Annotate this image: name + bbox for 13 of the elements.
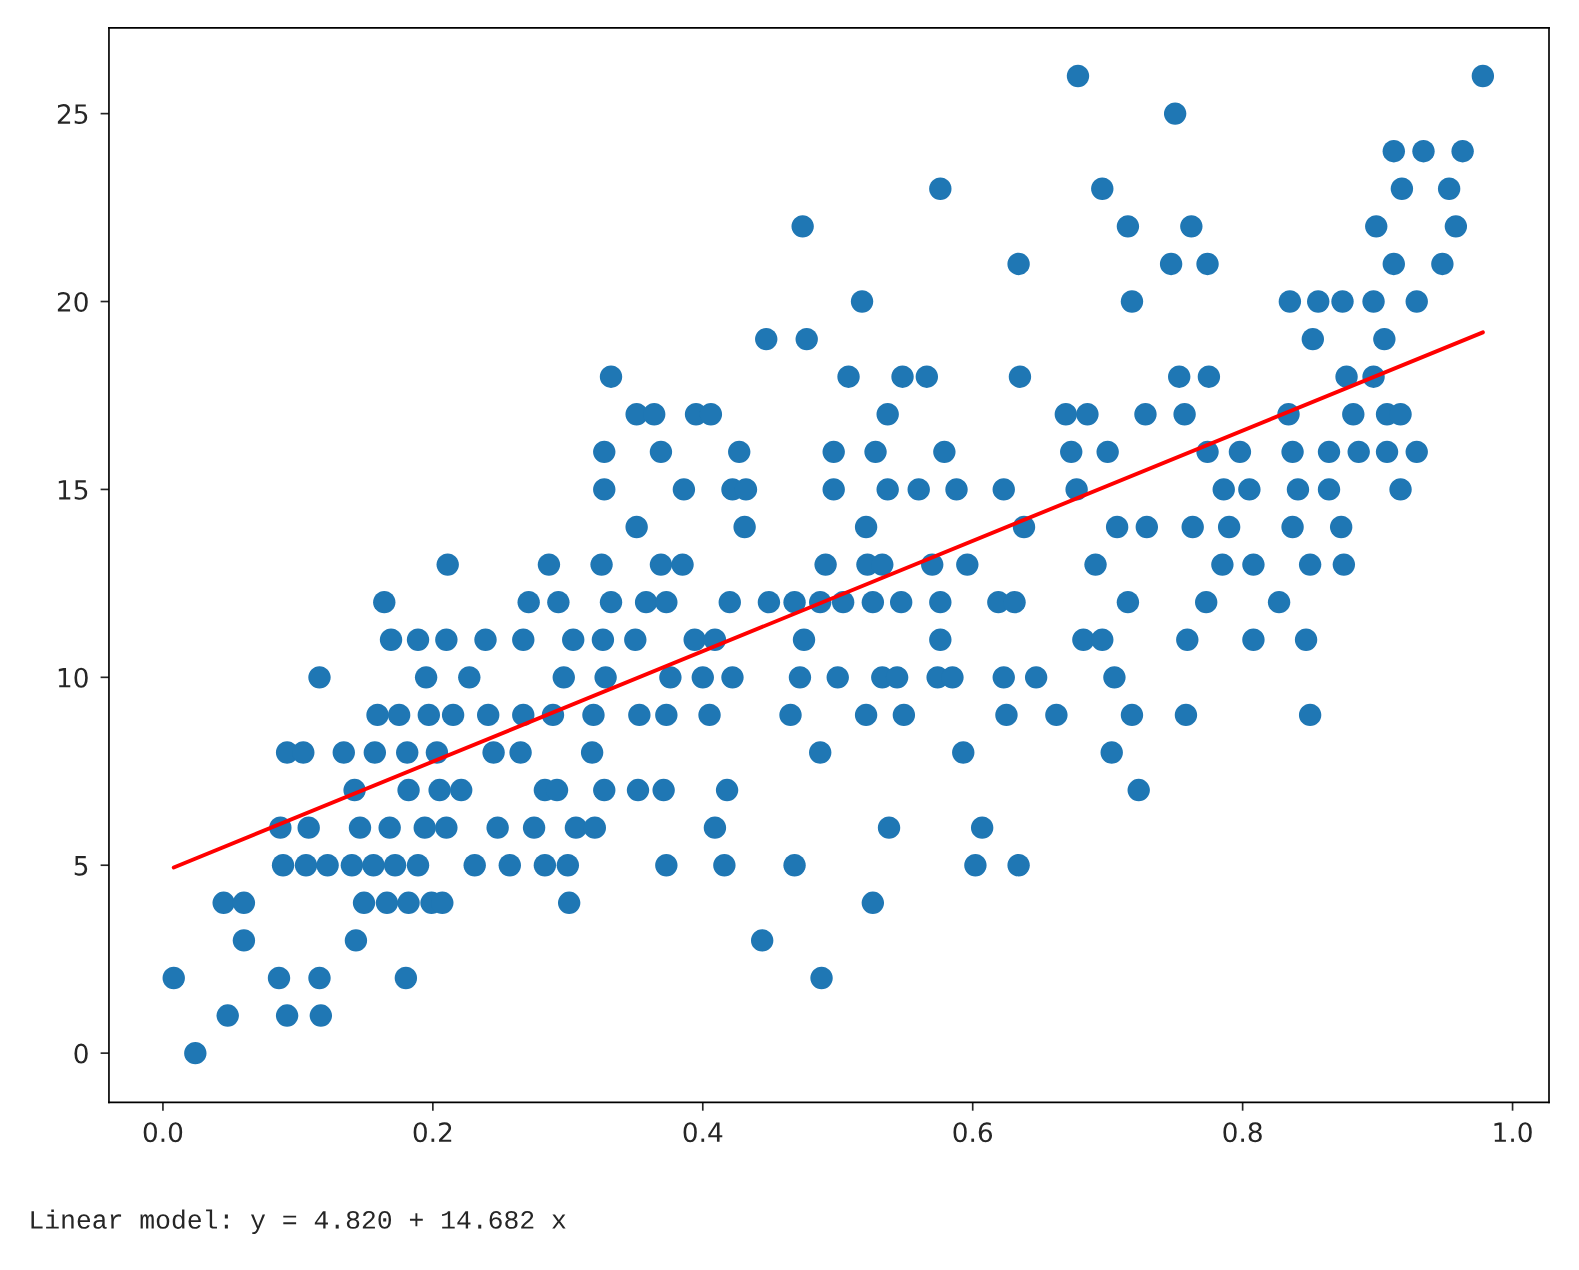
y-tick-label: 0 xyxy=(74,1043,88,1064)
x-tick-label: 0.4 xyxy=(683,1122,723,1143)
y-tick-label: 10 xyxy=(58,667,88,688)
y-tick-label: 15 xyxy=(58,480,88,500)
y-tick-label: 25 xyxy=(57,104,88,125)
x-tick-label: 0.2 xyxy=(413,1122,452,1143)
y-tick-label: 20 xyxy=(57,291,88,312)
y-tick-label: 5 xyxy=(74,856,88,876)
x-tick-label: 0.8 xyxy=(1223,1122,1262,1143)
x-tick-label: 1.0 xyxy=(1494,1122,1532,1143)
x-tick-label: 0.0 xyxy=(143,1122,183,1143)
text: Linear model: y = 4.820 + 14.682 x xyxy=(31,1209,566,1235)
x-tick-label: 0.6 xyxy=(953,1122,993,1143)
